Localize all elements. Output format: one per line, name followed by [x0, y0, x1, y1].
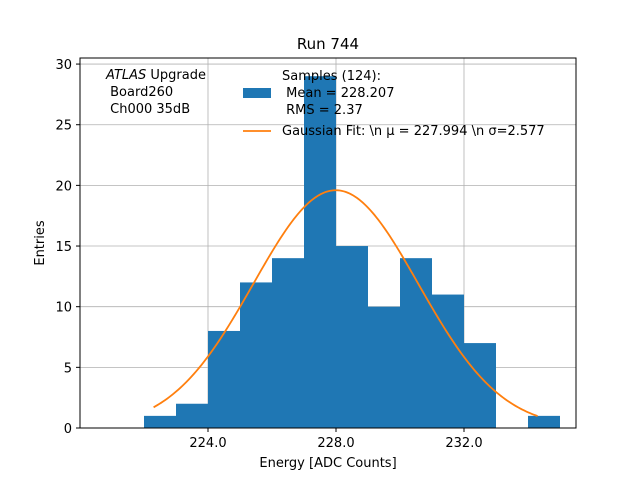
- y-tick-label-1: 5: [64, 361, 72, 376]
- legend-samples-swatch: [243, 88, 271, 98]
- gaussian-fit-curve: [153, 189, 538, 417]
- histogram-bar-12: [528, 415, 560, 428]
- x-tick-label-2: 232.0: [445, 436, 482, 451]
- y-tick-label-5: 25: [55, 119, 72, 134]
- histogram-bar-10: [464, 343, 496, 428]
- chart-title: Run 744: [297, 35, 359, 53]
- y-tick-label-3: 15: [55, 240, 72, 255]
- histogram-bar-8: [400, 258, 432, 428]
- board-annotation: Board260: [106, 85, 173, 100]
- plot-frame: [79, 57, 577, 429]
- upgrade-label: Upgrade: [146, 68, 206, 83]
- histogram-bar-4: [272, 258, 304, 428]
- legend-fit-label: Gaussian Fit: \n μ = 227.994 \n σ=2.577: [282, 124, 545, 139]
- histogram-bar-3: [240, 282, 272, 428]
- y-tick-label-4: 20: [55, 179, 72, 194]
- x-axis-label: Energy [ADC Counts]: [259, 456, 396, 471]
- histogram-bar-1: [176, 403, 208, 428]
- y-axis-ticks: 0 5 10 15 20 25 30: [55, 58, 80, 437]
- histogram-bar-6: [336, 246, 368, 428]
- y-axis-label: Entries: [33, 220, 48, 266]
- x-tick-label-0: 224.0: [189, 436, 226, 451]
- fit-curve-group: [153, 189, 538, 417]
- histogram-bar-5: [304, 76, 336, 429]
- legend-samples-line1: Samples (124):: [282, 69, 381, 84]
- atlas-annotation-line1: ATLAS Upgrade: [105, 68, 206, 83]
- x-axis-ticks: 224.0 228.0 232.0: [189, 428, 483, 451]
- x-tick-label-1: 228.0: [317, 436, 354, 451]
- y-tick-label-0: 0: [64, 422, 72, 437]
- y-tick-label-2: 10: [55, 301, 72, 316]
- legend-samples-line3: RMS = 2.37: [282, 103, 363, 118]
- channel-annotation: Ch000 35dB: [106, 102, 190, 117]
- legend-samples-line2: Mean = 228.207: [282, 86, 394, 101]
- atlas-label: ATLAS: [105, 68, 146, 83]
- histogram-bar-2: [208, 330, 240, 428]
- histogram-bar-7: [368, 306, 400, 428]
- y-tick-label-6: 30: [55, 58, 72, 73]
- histogram-bar-0: [144, 415, 176, 428]
